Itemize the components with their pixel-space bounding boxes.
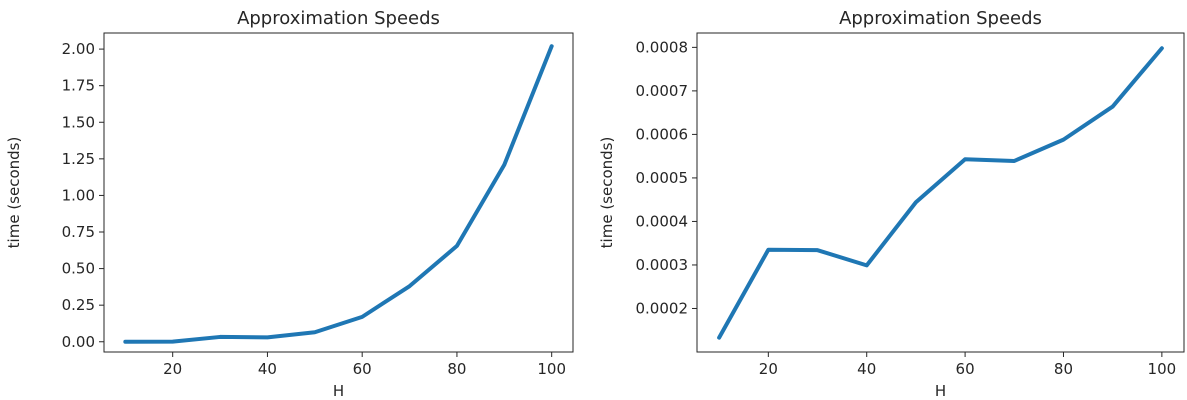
x-tick-label: 20 xyxy=(163,360,182,378)
x-tick-label: 60 xyxy=(353,360,372,378)
x-tick-label: 80 xyxy=(447,360,466,378)
x-tick-label: 20 xyxy=(759,360,778,378)
x-tick-label: 60 xyxy=(956,360,975,378)
plot-frame xyxy=(103,32,574,353)
x-tick-label: 40 xyxy=(857,360,876,378)
y-tick-label: 0.25 xyxy=(62,296,95,314)
x-tick-label: 40 xyxy=(258,360,277,378)
plot-frame xyxy=(696,32,1185,353)
x-axis-label: H xyxy=(935,382,946,400)
y-tick-label: 0.0002 xyxy=(636,299,689,317)
chart-panel-right: Approximation Speeds 20 40 60 80 100 0.0002 0.0… xyxy=(598,8,1185,400)
y-tick-label: 1.00 xyxy=(62,186,95,204)
y-tick-label: 1.50 xyxy=(62,113,95,131)
chart-title: Approximation Speeds xyxy=(237,8,440,29)
y-tick-label: 0.75 xyxy=(62,223,95,241)
y-tick-label: 0.0007 xyxy=(636,82,689,100)
y-tick-label: 0.0008 xyxy=(636,38,689,56)
y-tick-label: 2.00 xyxy=(62,40,95,58)
y-axis-label: time (seconds) xyxy=(5,137,23,249)
y-tick-label: 0.0006 xyxy=(636,125,689,143)
x-axis-label: H xyxy=(333,382,344,400)
y-tick-label: 0.0003 xyxy=(636,256,689,274)
x-tick-label: 80 xyxy=(1054,360,1073,378)
y-tick-label: 0.0005 xyxy=(636,169,689,187)
y-tick-label: 1.25 xyxy=(62,150,95,168)
y-tick-label: 0.50 xyxy=(62,260,95,278)
series-line xyxy=(717,46,1164,340)
chart-panel-left: Approximation Speeds 20 40 60 80 100 0.00 0.25 0… xyxy=(5,8,574,400)
chart-title: Approximation Speeds xyxy=(839,8,1042,29)
x-tick-label: 100 xyxy=(537,360,566,378)
y-axis-label: time (seconds) xyxy=(598,137,616,249)
series-line xyxy=(123,44,554,344)
y-tick-label: 0.00 xyxy=(62,333,95,351)
x-tick-label: 100 xyxy=(1148,360,1177,378)
y-tick-label: 0.0004 xyxy=(636,212,689,230)
y-tick-label: 1.75 xyxy=(62,77,95,95)
